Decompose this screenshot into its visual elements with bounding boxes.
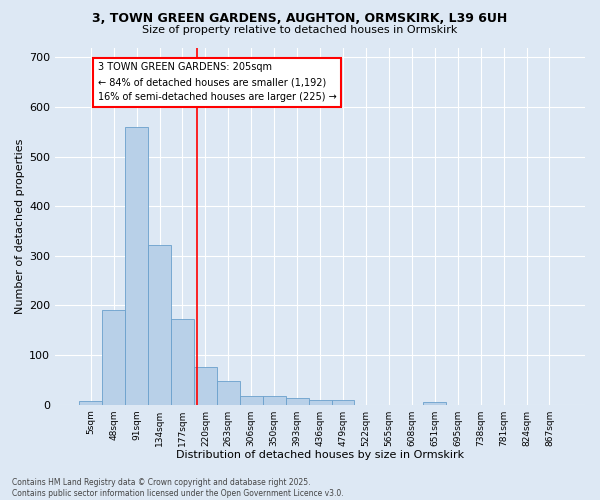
Bar	[286, 398, 308, 404]
Y-axis label: Number of detached properties: Number of detached properties	[15, 138, 25, 314]
Bar	[171, 320, 194, 404]
Bar	[332, 400, 355, 404]
Bar	[423, 402, 446, 404]
Bar	[148, 245, 171, 404]
Text: 3 TOWN GREEN GARDENS: 205sqm
← 84% of detached houses are smaller (1,192)
16% of: 3 TOWN GREEN GARDENS: 205sqm ← 84% of de…	[98, 62, 337, 102]
Bar	[102, 310, 125, 404]
Bar	[263, 396, 286, 404]
Bar	[125, 127, 148, 404]
Text: Contains HM Land Registry data © Crown copyright and database right 2025.
Contai: Contains HM Land Registry data © Crown c…	[12, 478, 344, 498]
Bar	[194, 368, 217, 405]
Bar	[217, 381, 240, 404]
Bar	[240, 396, 263, 404]
Text: Size of property relative to detached houses in Ormskirk: Size of property relative to detached ho…	[142, 25, 458, 35]
Bar	[79, 400, 102, 404]
Bar	[308, 400, 332, 404]
X-axis label: Distribution of detached houses by size in Ormskirk: Distribution of detached houses by size …	[176, 450, 464, 460]
Text: 3, TOWN GREEN GARDENS, AUGHTON, ORMSKIRK, L39 6UH: 3, TOWN GREEN GARDENS, AUGHTON, ORMSKIRK…	[92, 12, 508, 26]
